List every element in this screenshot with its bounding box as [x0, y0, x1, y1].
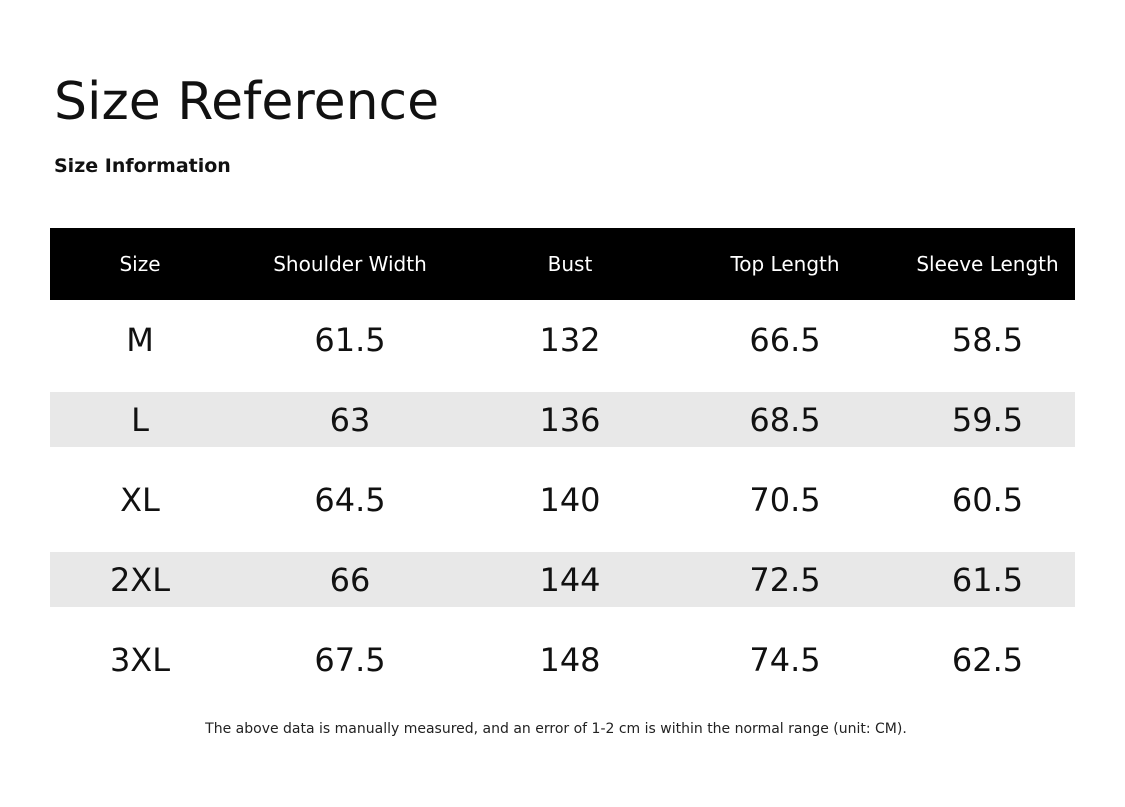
table-cell: 60.5: [951, 481, 1024, 519]
table-cell: 64.5: [314, 481, 386, 519]
table-cell: 58.5: [951, 321, 1024, 359]
table-cell: 66: [329, 560, 371, 599]
table-row: L 63 136 68.5 59.5: [50, 392, 1075, 447]
table-cell: 61.5: [951, 560, 1024, 599]
table-cell: 61.5: [314, 321, 386, 359]
table-cell: 62.5: [951, 641, 1024, 679]
table-row: 3XL 67.5 148 74.5 62.5: [50, 620, 1075, 700]
table-cell: 132: [539, 321, 601, 359]
table-cell: 68.5: [749, 400, 821, 439]
table-cell: 148: [539, 641, 601, 679]
table-cell: 144: [539, 560, 601, 599]
table-cell: 3XL: [109, 641, 171, 679]
table-cell: 72.5: [749, 560, 821, 599]
table-cell: 59.5: [951, 400, 1024, 439]
subtitle: Size Information: [54, 155, 231, 177]
column-header: Top Length: [730, 252, 840, 276]
table-cell: 67.5: [314, 641, 386, 679]
title: Size Reference: [54, 72, 440, 132]
footnote: The above data is manually measured, and…: [205, 721, 907, 737]
table-cell: 2XL: [109, 560, 171, 599]
table-cell: 136: [539, 400, 601, 439]
column-header: Shoulder Width: [273, 252, 427, 276]
table-cell: 63: [329, 400, 371, 439]
size-table: Size Shoulder Width Bust Top Length Sleeve L…: [50, 228, 1075, 700]
header-row: Size Shoulder Width Bust Top Length Sleeve L…: [50, 228, 1075, 300]
table-row: 2XL 66 144 72.5 61.5: [50, 552, 1075, 607]
table-cell: XL: [120, 481, 160, 519]
column-header: Sleeve Length: [916, 252, 1059, 276]
table-cell: M: [126, 321, 154, 359]
table-cell: L: [131, 400, 149, 439]
column-header: Bust: [547, 252, 593, 276]
table-row: XL 64.5 140 70.5 60.5: [50, 460, 1075, 540]
table-cell: 140: [539, 481, 601, 519]
table-cell: 74.5: [749, 641, 821, 679]
column-header: Size: [119, 252, 161, 276]
table-cell: 70.5: [749, 481, 821, 519]
table-cell: 66.5: [749, 321, 821, 359]
table-row: M 61.5 132 66.5 58.5: [50, 300, 1075, 380]
